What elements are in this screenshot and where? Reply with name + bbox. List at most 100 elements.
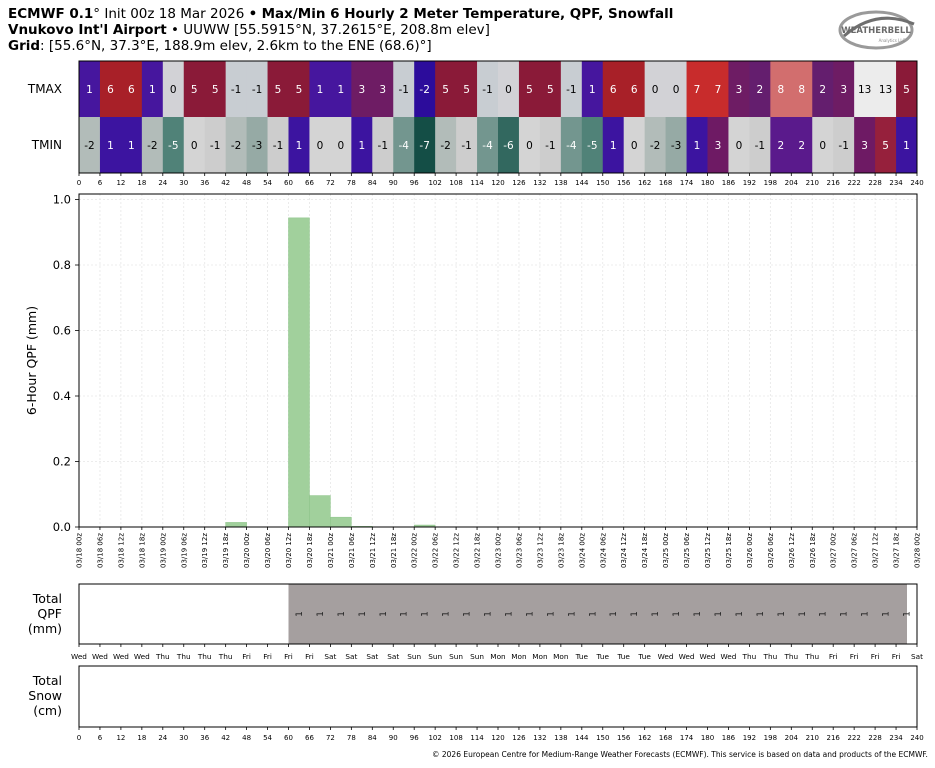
total-snow-x-tick-label: 216 <box>827 734 841 742</box>
heatmap-x-tick-label: 90 <box>389 179 398 187</box>
qpf-x-tick-label: 03/27 00z <box>830 533 838 568</box>
tmax-cell <box>435 61 457 117</box>
total-qpf-x-tick-label: Sun <box>470 652 484 661</box>
total-qpf-y-label-line: (mm) <box>28 621 62 636</box>
heatmap-x-tick-label: 84 <box>368 179 377 187</box>
tmax-value-label: 8 <box>777 84 784 96</box>
tmax-value-label: -1 <box>398 84 408 96</box>
heatmap-x-tick-label: 228 <box>868 179 881 187</box>
total-qpf-x-tick-label: Sat <box>387 652 399 661</box>
tmax-cell <box>99 61 122 117</box>
qpf-y-tick-label: 0.0 <box>53 520 71 534</box>
tmin-cell <box>602 117 625 173</box>
tmax-value-label: 5 <box>191 84 198 96</box>
heatmap-x-tick-label: 108 <box>449 179 462 187</box>
total-snow-x-tick-label: 72 <box>326 734 335 742</box>
heatmap-x-tick-label: 216 <box>827 179 841 187</box>
total-qpf-x-tick-label: Thu <box>762 652 777 661</box>
tmax-value-label: 7 <box>715 84 722 96</box>
weatherbell-logo: WEATHERBELL Analytics LLC <box>838 10 915 50</box>
tmax-cell <box>141 61 164 117</box>
total-snow-x-tick-label: 96 <box>410 734 419 742</box>
total-qpf-x-tick-label: Thu <box>804 652 819 661</box>
tmin-cell <box>141 117 164 173</box>
total-qpf-x-tick-label: Wed <box>700 652 716 661</box>
tmin-cell <box>225 117 247 173</box>
total-qpf-value-label: 1 <box>903 611 913 617</box>
qpf-x-tick-label: 03/20 06z <box>264 533 272 568</box>
total-qpf-x-tick-label: Wed <box>658 652 674 661</box>
total-qpf-x-tick-label: Fri <box>242 652 251 661</box>
tmin-cell <box>854 117 876 173</box>
tmin-cell <box>749 117 771 173</box>
tmax-cell <box>770 61 792 117</box>
tmin-value-label: -7 <box>419 140 429 152</box>
total-snow-x-tick-label: 162 <box>638 734 651 742</box>
title-line-1: ECMWF 0.1° Init 00z 18 Mar 2026 • Max/Mi… <box>8 6 673 22</box>
tmin-cell <box>435 117 457 173</box>
tmax-row-label: TMAX <box>27 82 62 96</box>
tmin-value-label: 0 <box>631 140 638 152</box>
tmin-value-label: -1 <box>378 140 388 152</box>
tmin-cell <box>707 117 729 173</box>
total-qpf-value-label: 1 <box>630 611 640 617</box>
qpf-x-tick-label: 03/23 18z <box>557 533 565 568</box>
tmax-value-label: 5 <box>547 84 554 96</box>
total-qpf-x-tick-label: Tue <box>637 652 651 661</box>
qpf-x-tick-label: 03/23 00z <box>495 533 503 568</box>
total-snow-x-tick-label: 168 <box>659 734 672 742</box>
tmin-value-label: 2 <box>777 140 784 152</box>
tmin-cell <box>539 117 562 173</box>
total-qpf-x-tick-label: Fri <box>892 652 901 661</box>
tmin-cell <box>372 117 394 173</box>
tmin-value-label: 3 <box>715 140 722 152</box>
total-snow-x-tick-label: 102 <box>428 734 441 742</box>
total-qpf-value-label: 1 <box>714 611 724 617</box>
heatmap-x-tick-label: 72 <box>326 179 335 187</box>
qpf-x-tick-label: 03/24 00z <box>578 533 586 568</box>
total-qpf-x-tick-label: Sat <box>366 652 378 661</box>
tmin-cell <box>309 117 331 173</box>
tmax-value-label: 5 <box>526 84 533 96</box>
total-snow-y-label-line: Total <box>32 673 62 688</box>
total-qpf-value-label: 1 <box>882 611 892 617</box>
tmin-cell <box>204 117 227 173</box>
tmax-value-label: 0 <box>505 84 512 96</box>
tmax-value-label: -1 <box>252 84 262 96</box>
tmax-cell <box>183 61 206 117</box>
tmax-cell <box>896 61 918 117</box>
total-snow-x-tick-label: 150 <box>596 734 609 742</box>
tmax-value-label: -1 <box>566 84 576 96</box>
heatmap-x-tick-label: 12 <box>116 179 125 187</box>
tmin-cell <box>456 117 478 173</box>
tmin-cell <box>518 117 541 173</box>
tmax-cell <box>560 61 583 117</box>
qpf-x-tick-label: 03/24 06z <box>599 533 607 568</box>
total-snow-x-tick-label: 186 <box>722 734 736 742</box>
tmax-value-label: 13 <box>858 84 871 96</box>
total-qpf-value-label: 1 <box>463 611 473 617</box>
tmin-cell <box>162 117 185 173</box>
qpf-y-axis-label: 6-Hour QPF (mm) <box>24 306 39 415</box>
heatmap-x-tick-label: 186 <box>722 179 736 187</box>
grid-label: Grid <box>8 38 41 54</box>
tmax-cell <box>309 61 331 117</box>
tmin-cell <box>665 117 687 173</box>
total-snow-x-tick-label: 30 <box>179 734 188 742</box>
tmin-value-label: 1 <box>296 140 303 152</box>
qpf-x-tick-label: 03/23 12z <box>536 533 544 568</box>
total-qpf-y-label-line: QPF <box>37 606 62 621</box>
tmax-cell <box>581 61 604 117</box>
tmin-value-label: 1 <box>128 140 135 152</box>
heatmap-x-tick-label: 54 <box>263 179 272 187</box>
qpf-y-tick-label: 0.8 <box>53 258 71 272</box>
tmin-value-label: 0 <box>526 140 533 152</box>
total-qpf-value-label: 1 <box>316 611 326 617</box>
heatmap-x-tick-label: 60 <box>284 179 293 187</box>
tmax-value-label: 6 <box>128 84 135 96</box>
total-snow-x-tick-label: 126 <box>512 734 526 742</box>
tmin-cell <box>791 117 813 173</box>
qpf-x-tick-label: 03/20 00z <box>243 533 251 568</box>
tmin-value-label: 1 <box>610 140 617 152</box>
